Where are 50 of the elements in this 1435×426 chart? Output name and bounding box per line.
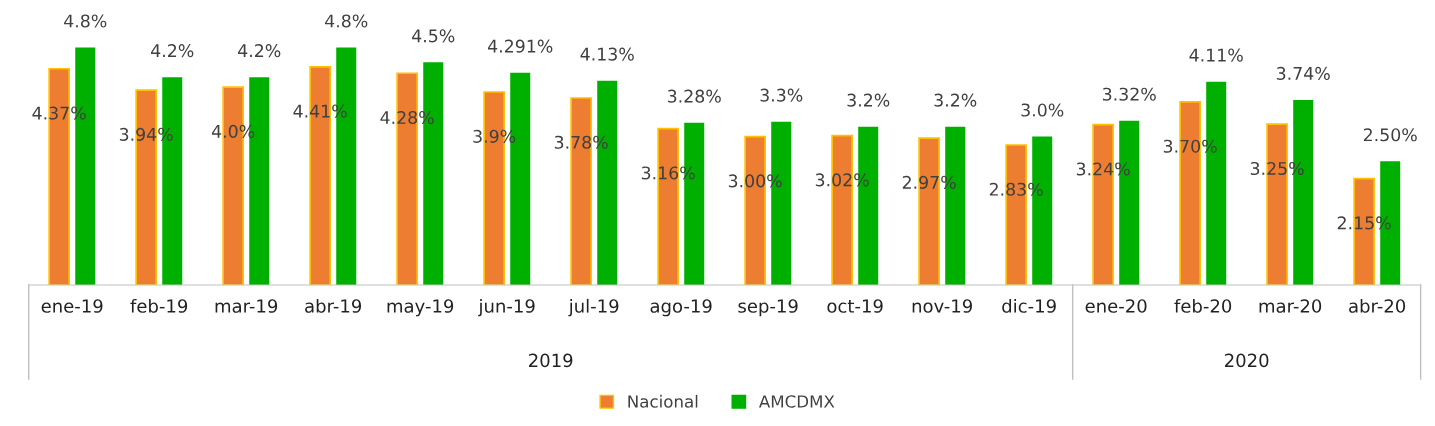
x-tick-label: jul-19 — [568, 298, 619, 317]
x-tick-label: feb-20 — [1174, 298, 1232, 313]
x-tick-label: mar-19 — [215, 299, 278, 313]
x-tick-label: abr-19 — [305, 298, 362, 313]
x-tick-label: mar-20 — [1259, 299, 1322, 313]
data-label: 3.78% — [554, 135, 608, 149]
data-label: 4.13% — [580, 47, 634, 61]
data-label: 3.2% — [847, 93, 890, 107]
data-label: 4.8% — [64, 14, 107, 28]
x-tick-label: ene-19 — [41, 299, 103, 313]
data-label: 4.8% — [325, 14, 368, 28]
data-label: 3.94% — [119, 127, 173, 141]
x-tick-label: ene-20 — [1085, 299, 1147, 313]
data-label: 4.11% — [1189, 48, 1243, 62]
data-label: 4.5% — [412, 29, 455, 43]
legend-label: AMCDMX — [758, 395, 835, 408]
x-tick-label: may-19 — [387, 299, 454, 317]
data-label: 2.97% — [902, 175, 956, 189]
data-label: 2.15% — [1337, 216, 1391, 230]
data-label: 4.291% — [487, 39, 553, 53]
data-label: 4.41% — [293, 104, 347, 118]
data-label: 2.83% — [989, 182, 1043, 196]
x-tick-label: oct-19 — [827, 299, 883, 313]
data-label: 3.25% — [1250, 161, 1304, 176]
data-label: 4.2% — [238, 44, 281, 58]
data-label: 4.37% — [32, 106, 86, 120]
data-label: 3.02% — [815, 173, 869, 187]
data-label: 3.0% — [1021, 103, 1064, 117]
data-label: 3.2% — [934, 93, 977, 107]
data-label: 3.16% — [641, 166, 695, 180]
text: 2019 — [529, 353, 573, 368]
x-tick-label: nov-19 — [912, 299, 972, 313]
data-label: 4.28% — [380, 110, 434, 125]
data-label: 3.28% — [667, 89, 721, 103]
x-tick-label: abr-20 — [1349, 298, 1406, 313]
x-tick-label: feb-19 — [130, 298, 188, 313]
data-label: 3.00% — [728, 174, 782, 188]
x-tick-label: jun-19 — [478, 298, 535, 317]
x-tick-label: dic-19 — [1002, 298, 1056, 313]
data-label: 3.74% — [1276, 66, 1330, 80]
data-label: 2.50% — [1363, 128, 1417, 142]
data-label: 3.70% — [1163, 139, 1217, 153]
text: 2020 — [1225, 353, 1269, 368]
data-label: 3.3% — [760, 88, 803, 102]
x-tick-label: ago-19 — [650, 299, 712, 317]
legend-label: Nacional — [628, 394, 698, 408]
x-tick-label: sep-19 — [738, 299, 798, 317]
data-label: 3.32% — [1102, 87, 1156, 101]
data-label: 3.24% — [1076, 162, 1130, 176]
data-label: 4.2% — [151, 44, 194, 58]
